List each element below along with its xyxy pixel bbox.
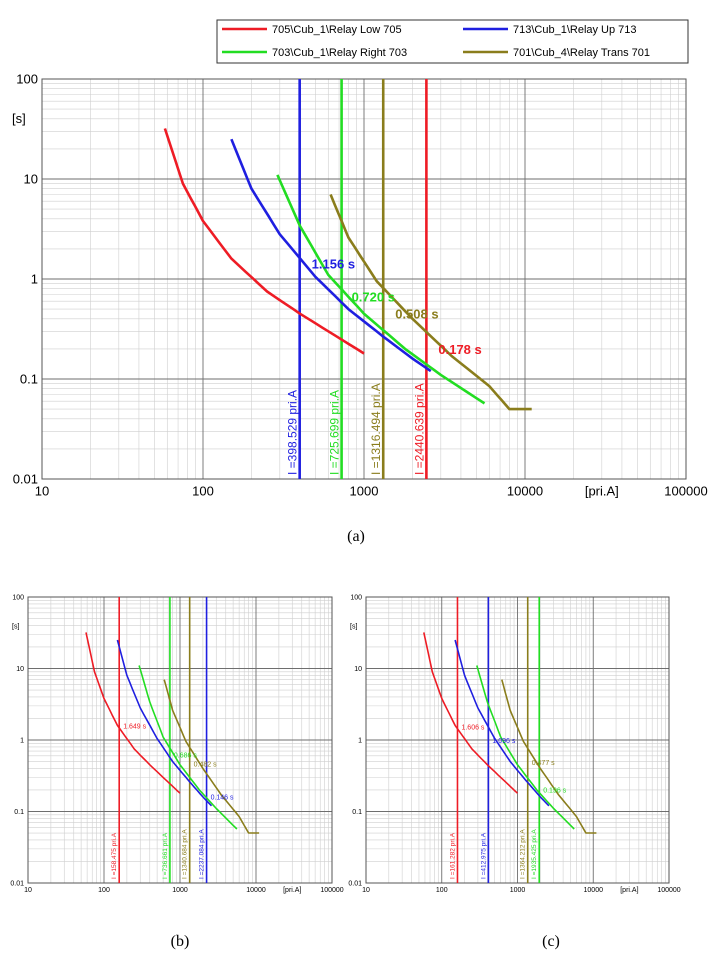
- vline-label: I =161.282 pri.A: [449, 832, 456, 879]
- x-axis-label: [pri.A]: [585, 483, 619, 498]
- series-line-green: [138, 665, 238, 830]
- caption-c: (c): [542, 933, 560, 950]
- trip-time-label: 0.508 s: [395, 306, 438, 321]
- x-tick-label: 1000: [350, 483, 379, 498]
- x-tick-label: 10000: [246, 887, 266, 894]
- legend-label: 705\Cub_1\Relay Low 705: [272, 24, 402, 36]
- legend-label: 713\Cub_1\Relay Up 713: [513, 24, 637, 36]
- x-tick-label: 100: [192, 483, 214, 498]
- x-tick-label: 10: [35, 483, 49, 498]
- x-tick-label: 100000: [320, 887, 343, 894]
- trip-time-label: 0.686 s: [174, 753, 197, 760]
- x-tick-label: 10000: [507, 483, 543, 498]
- caption-a: (a): [347, 528, 365, 545]
- trip-time-label: 0.196 s: [543, 788, 566, 795]
- trip-time-label: 0.146 s: [211, 795, 234, 802]
- y-axis-label: [s]: [350, 623, 357, 630]
- y-tick-label: 0.01: [10, 880, 24, 887]
- y-axis-label: [s]: [12, 623, 19, 630]
- vline-label: I =2237.084 pri.A: [199, 829, 206, 879]
- legend-label: 703\Cub_1\Relay Right 703: [272, 47, 407, 59]
- vline-label: I =1340.684 pri.A: [182, 829, 189, 879]
- x-tick-label: 100: [436, 887, 448, 894]
- series-line-red: [163, 128, 365, 355]
- x-axis-label: [pri.A]: [620, 887, 638, 894]
- vline-label: I =398.529 pri.A: [286, 390, 300, 475]
- x-tick-label: 10: [24, 887, 32, 894]
- legend-box: [216, 19, 689, 64]
- trip-time-label: 1.649 s: [123, 723, 146, 730]
- y-tick-label: 0.01: [13, 472, 38, 487]
- grid: [365, 596, 670, 884]
- y-tick-label: 100: [350, 594, 362, 601]
- vline-label: I =1316.494 pri.A: [369, 383, 383, 475]
- grid: [27, 596, 333, 884]
- x-tick-label: 1000: [172, 887, 188, 894]
- trip-time-label: 1.156 s: [312, 257, 355, 272]
- x-axis-label: [pri.A]: [283, 887, 301, 894]
- y-tick-label: 1: [20, 737, 24, 744]
- chart-panel-c: 0.01 0.1 1 10 100 10 100 1000 10000 100000 [s] [pri…: [348, 594, 680, 893]
- x-tick-label: 100000: [657, 887, 680, 894]
- vline-label: I =736.661 pri.A: [162, 832, 169, 879]
- chart-panel-b: 0.01 0.1 1 10 100 10 100 1000 10000 100000 [s] [pri…: [10, 594, 343, 893]
- series-line-blue: [454, 639, 550, 807]
- legend-label: 701\Cub_4\Relay Trans 701: [513, 47, 650, 59]
- x-tick-label: 100: [98, 887, 110, 894]
- series-line-olive: [163, 679, 260, 834]
- series-line-olive: [501, 679, 597, 834]
- y-tick-label: 0.1: [14, 809, 24, 816]
- trip-time-label: 0.482 s: [194, 762, 217, 769]
- vline-label: I =412.975 pri.A: [480, 832, 487, 879]
- y-tick-label: 0.01: [348, 880, 362, 887]
- series-line-green: [476, 665, 575, 830]
- vline-label: I =1935.425 pri.A: [531, 829, 538, 879]
- grid: [41, 78, 687, 480]
- y-tick-label: 10: [354, 666, 362, 673]
- series-line-olive: [329, 194, 532, 411]
- y-tick-label: 0.1: [352, 809, 362, 816]
- trip-time-label: 0.477 s: [532, 760, 555, 767]
- vline-label: I =1364.212 pri.A: [520, 829, 527, 879]
- y-tick-label: 10: [16, 666, 24, 673]
- y-tick-label: 1: [31, 272, 38, 287]
- y-axis-label: [s]: [12, 111, 26, 126]
- y-tick-label: 0.1: [20, 372, 38, 387]
- legend: 705\Cub_1\Relay Low 705 713\Cub_1\Relay U…: [216, 19, 689, 64]
- x-tick-label: 100000: [664, 483, 707, 498]
- series-line-green: [276, 174, 486, 405]
- y-tick-label: 10: [24, 172, 38, 187]
- plot-frame: [41, 78, 687, 480]
- caption-b: (b): [170, 933, 190, 950]
- plot-frame: [27, 596, 333, 884]
- vline-label: I =158.475 pri.A: [111, 832, 118, 879]
- vline-label: I =725.699 pri.A: [328, 390, 342, 475]
- trip-time-label: 0.720 s: [352, 289, 395, 304]
- trip-time-label: 0.178 s: [438, 342, 481, 357]
- y-tick-label: 100: [16, 72, 38, 87]
- trip-time-label: 1.096 s: [492, 738, 515, 745]
- trip-time-label: 1.606 s: [461, 724, 484, 731]
- series-line-red: [423, 632, 519, 794]
- x-tick-label: 10: [362, 887, 370, 894]
- y-tick-label: 100: [12, 594, 24, 601]
- x-tick-label: 1000: [510, 887, 526, 894]
- series-line-blue: [230, 138, 432, 373]
- x-tick-label: 10000: [584, 887, 604, 894]
- series-line-blue: [116, 639, 213, 807]
- plot-frame: [365, 596, 670, 884]
- y-tick-label: 1: [358, 737, 362, 744]
- vline-label: I =2440.639 pri.A: [412, 383, 426, 475]
- chart-panel-a: 0.01 0.1 1 10 100 10 100 1000 10000 100000 [s] [pri…: [12, 19, 708, 498]
- series-line-red: [85, 632, 181, 794]
